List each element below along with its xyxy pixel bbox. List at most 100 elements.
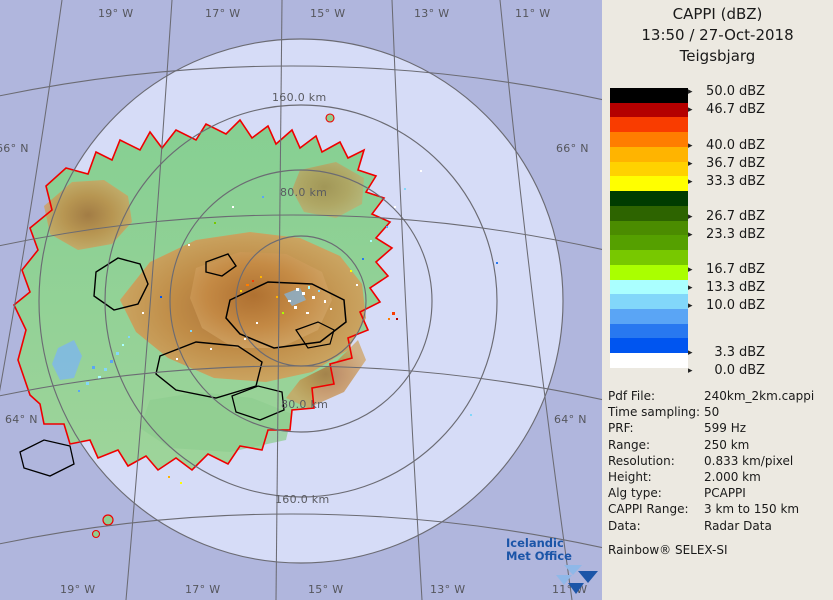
- tick-value: 26.7: [706, 209, 735, 224]
- colorbar-band-12: [610, 264, 688, 280]
- longitude-label-top-17w: 17° W: [205, 7, 241, 20]
- product-metadata-list: Pdf File: 240km_2km.cappi Time sampling: 50…: [608, 388, 833, 534]
- tick-unit: dBZ: [739, 345, 766, 360]
- dbz-colorbar-ticks: ▸ 50.0 dBZ ▸ 46.7 dBZ ▸ 40.0 dBZ ▸ 36.7 dBZ ▸ 33.3 dBZ…: [688, 84, 833, 378]
- longitude-label-bottom-17w: 17° W: [185, 583, 221, 596]
- metadata-row: Height: 2.000 km: [608, 469, 833, 485]
- metadata-key: CAPPI Range:: [608, 502, 689, 517]
- product-timestamp: 13:50 / 27-Oct-2018: [641, 26, 794, 44]
- longitude-label-top-11w: 11° W: [515, 7, 551, 20]
- tick-value: 33.3: [706, 174, 735, 189]
- colorbar-band-13: [610, 279, 688, 295]
- iceland-landmass: [13, 113, 394, 539]
- tick-unit: dBZ: [739, 280, 766, 295]
- longitude-label-bottom-13w: 13° W: [430, 583, 466, 596]
- colorbar-tick-50.0: ▸ 50.0 dBZ: [688, 84, 765, 99]
- colorbar-band-3: [610, 132, 688, 147]
- logo-text: Icelandic Met Office: [506, 536, 572, 563]
- tick-unit: dBZ: [739, 174, 766, 189]
- radar-station-name: Teigsbjarg: [679, 47, 756, 65]
- metadata-row: PRF: 599 Hz: [608, 420, 833, 436]
- tick-unit: dBZ: [739, 156, 766, 171]
- colorbar-band-0: [610, 88, 688, 103]
- metadata-value: 0.833 km/pixel: [704, 453, 794, 468]
- tick-unit: dBZ: [739, 363, 766, 378]
- metadata-row: Pdf File: 240km_2km.cappi: [608, 388, 833, 404]
- colorbar-band-4: [610, 146, 688, 162]
- tick-value: 16.7: [706, 262, 735, 277]
- radar-map-canvas: [0, 0, 602, 600]
- latitude-label-right-64n: 64° N: [554, 413, 587, 426]
- range-ring-label-80-bottom: 80.0 km: [281, 398, 329, 411]
- longitude-label-bottom-15w: 15° W: [308, 583, 344, 596]
- tick-unit: dBZ: [739, 209, 766, 224]
- tick-arrow-icon: ▸: [688, 212, 693, 222]
- range-ring-label-160-top: 160.0 km: [272, 91, 327, 104]
- tick-arrow-icon: ▸: [688, 348, 693, 358]
- radar-map-panel[interactable]: 19° W 17° W 15° W 13° W 11° W 19° W 17° …: [0, 0, 602, 600]
- colorbar-band-9: [610, 220, 688, 236]
- colorbar-band-6: [610, 176, 688, 192]
- metadata-key: Resolution:: [608, 453, 675, 468]
- colorbar-band-15: [610, 309, 688, 324]
- tick-value: 13.3: [706, 280, 735, 295]
- metadata-value: 240km_2km.cappi: [704, 389, 815, 403]
- colorbar-tick-46.7: ▸ 46.7 dBZ: [688, 102, 765, 117]
- metadata-row: Alg type: PCAPPI: [608, 485, 833, 501]
- product-title-block: CAPPI (dBZ) 13:50 / 27-Oct-2018 Teigsbja…: [602, 4, 833, 67]
- tick-arrow-icon: ▸: [688, 366, 693, 376]
- colorbar-band-8: [610, 205, 688, 221]
- tick-arrow-icon: ▸: [688, 105, 693, 115]
- logo-arrows-icon: [556, 565, 598, 594]
- colorbar-tick-33.3: ▸ 33.3 dBZ: [688, 174, 766, 189]
- icelandic-met-office-logo[interactable]: Icelandic Met Office: [506, 537, 602, 597]
- metadata-row: CAPPI Range: 3 km to 150 km: [608, 501, 833, 517]
- tick-arrow-icon: ▸: [688, 141, 693, 151]
- colorbar-tick-13.3: ▸ 13.3 dBZ: [688, 280, 766, 295]
- metadata-row: Resolution: 0.833 km/pixel: [608, 453, 833, 469]
- latitude-label-right-66n: 66° N: [556, 142, 589, 155]
- colorbar-band-16: [610, 323, 688, 339]
- colorbar-band-1: [610, 102, 688, 118]
- longitude-label-top-13w: 13° W: [414, 7, 450, 20]
- colorbar-band-14: [610, 294, 688, 310]
- tick-arrow-icon: ▸: [688, 87, 693, 97]
- tick-value: 46.7: [706, 102, 735, 117]
- colorbar-tick-40.0: ▸ 40.0 dBZ: [688, 138, 765, 153]
- latitude-label-left-64n: 64° N: [5, 413, 38, 426]
- tick-unit: dBZ: [739, 227, 766, 242]
- metadata-row: Time sampling: 50: [608, 404, 833, 420]
- tick-unit: dBZ: [739, 298, 766, 313]
- vendor-credit: Rainbow® SELEX-SI: [608, 543, 728, 557]
- tick-arrow-icon: ▸: [688, 159, 693, 169]
- range-ring-label-160-bottom: 160.0 km: [275, 493, 330, 506]
- colorbar-tick-3.3: ▸ 3.3 dBZ: [688, 345, 766, 360]
- tick-arrow-icon: ▸: [688, 265, 693, 275]
- metadata-key: Time sampling:: [608, 405, 701, 420]
- range-rings: [38, 38, 564, 564]
- longitude-label-bottom-19w: 19° W: [60, 583, 96, 596]
- metadata-value: PCAPPI: [704, 486, 746, 501]
- colorbar-tick-23.3: ▸ 23.3 dBZ: [688, 227, 766, 242]
- metadata-row: Range: 250 km: [608, 437, 833, 453]
- metadata-key: Range:: [608, 437, 651, 452]
- tick-value: 40.0: [706, 138, 735, 153]
- tick-arrow-icon: ▸: [688, 301, 693, 311]
- colorbar-tick-36.7: ▸ 36.7 dBZ: [688, 156, 766, 171]
- colorbar-tick-10.0: ▸ 10.0 dBZ: [688, 298, 766, 313]
- colorbar-band-11: [610, 250, 688, 265]
- metadata-key: PRF:: [608, 421, 634, 436]
- tick-value: 50.0: [706, 84, 735, 99]
- metadata-value: 250 km: [704, 437, 750, 452]
- colorbar-band-7: [610, 191, 688, 206]
- colorbar-band-18: [610, 353, 688, 368]
- metadata-key: Pdf File:: [608, 389, 656, 403]
- dbz-colorbar[interactable]: [610, 88, 688, 368]
- metadata-value: Radar Data: [704, 518, 772, 533]
- colorbar-tick-0.0: ▸ 0.0 dBZ: [688, 363, 766, 378]
- tick-arrow-icon: ▸: [688, 177, 693, 187]
- colorbar-tick-16.7: ▸ 16.7 dBZ: [688, 262, 765, 277]
- tick-value: 10.0: [706, 298, 735, 313]
- colorbar-tick-26.7: ▸ 26.7 dBZ: [688, 209, 766, 224]
